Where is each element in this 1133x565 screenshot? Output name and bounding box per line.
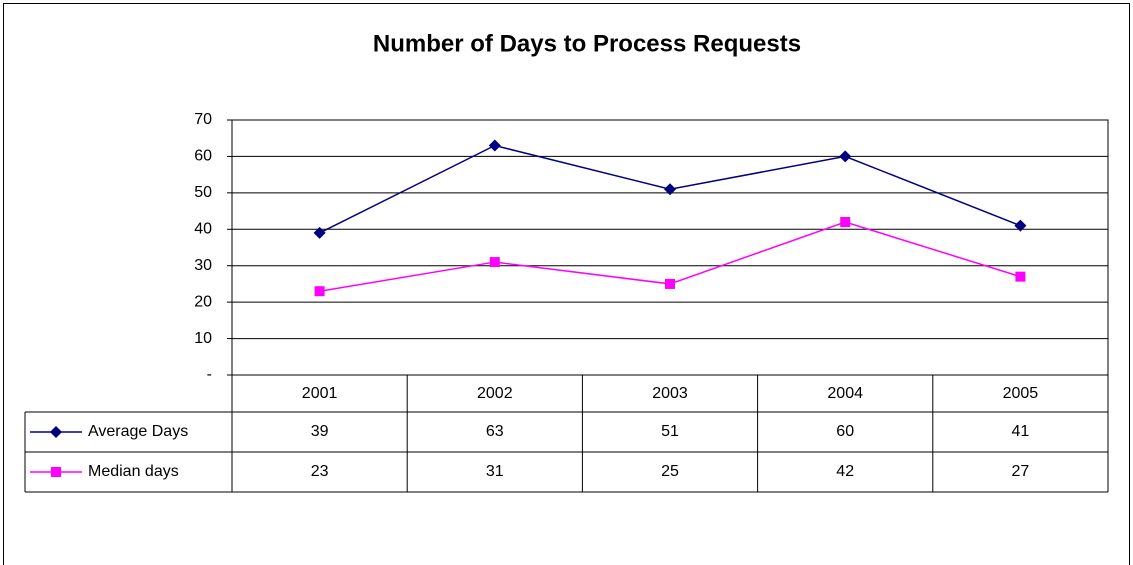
y-tick-label: 60 (194, 148, 212, 165)
marker (488, 139, 501, 152)
y-tick-label: 30 (194, 257, 212, 274)
marker (665, 278, 675, 289)
y-tick-label: 20 (194, 293, 212, 310)
marker (50, 426, 62, 438)
x-tick-label: 2004 (827, 385, 863, 402)
table-value: 42 (836, 463, 854, 480)
marker (1014, 219, 1027, 232)
table-value: 25 (661, 463, 679, 480)
x-tick-label: 2002 (477, 385, 513, 402)
marker (313, 226, 326, 239)
marker (51, 467, 61, 477)
table-value: 63 (486, 423, 504, 440)
x-tick-label: 2003 (652, 385, 688, 402)
plot-area (232, 120, 1108, 375)
marker (840, 217, 851, 227)
chart-title: Number of Days to Process Requests (373, 30, 801, 57)
y-tick-label: 10 (194, 330, 212, 347)
table-value: 27 (1012, 463, 1030, 480)
table-value: 23 (311, 463, 329, 480)
marker (489, 257, 500, 268)
y-tick-label: 70 (194, 111, 212, 128)
table-value: 51 (661, 423, 679, 440)
x-tick-label: 2001 (302, 385, 338, 402)
table-value: 39 (311, 423, 329, 440)
table-value: 41 (1012, 423, 1030, 440)
table-value: 31 (486, 463, 504, 480)
marker (314, 286, 325, 297)
marker (664, 183, 676, 196)
legend-label: Average Days (88, 423, 188, 440)
y-tick-label: 50 (194, 184, 212, 201)
table-value: 60 (836, 423, 854, 440)
y-tick-label: 40 (194, 221, 212, 238)
marker (1015, 271, 1026, 282)
marker (839, 150, 852, 163)
y-tick-label: - (207, 366, 212, 383)
legend-label: Median days (88, 463, 179, 480)
x-tick-label: 2005 (1003, 385, 1039, 402)
plot-border (231, 119, 1109, 376)
